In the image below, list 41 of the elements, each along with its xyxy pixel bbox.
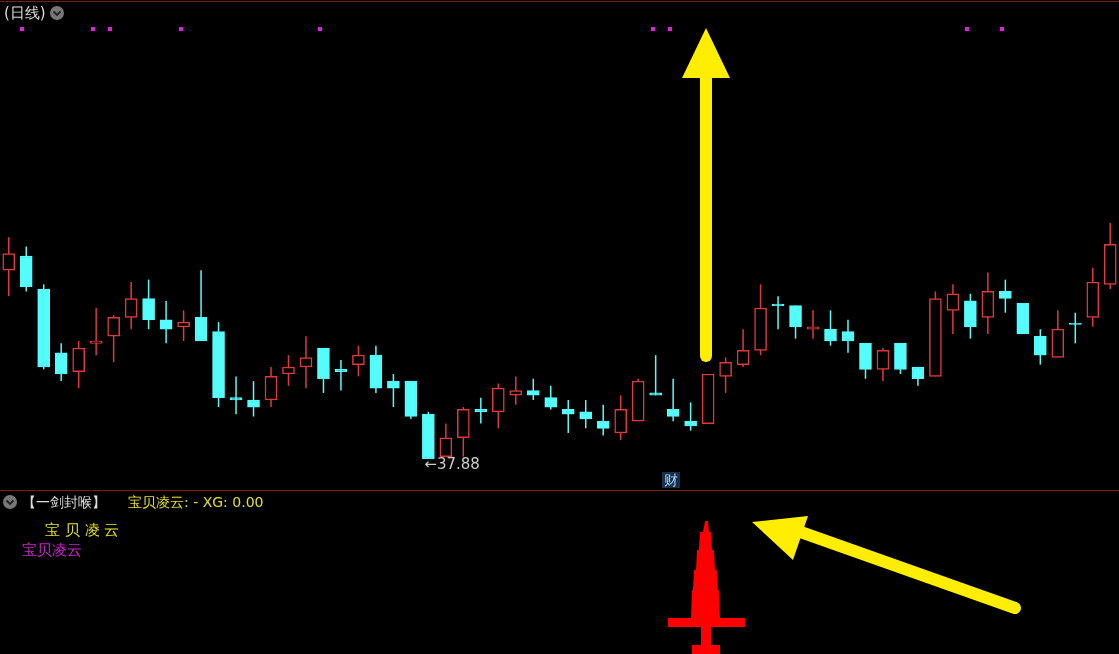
candlestick	[107, 314, 120, 363]
candlestick	[89, 307, 103, 356]
candlestick	[964, 293, 977, 340]
candlestick	[177, 309, 190, 342]
candlestick	[474, 396, 488, 425]
text: 宝 贝 凌 云	[45, 521, 120, 539]
candlestick	[981, 271, 995, 335]
candlestick	[841, 319, 855, 354]
chart-title: (日线)	[4, 4, 46, 22]
candlestick	[859, 342, 872, 380]
annotation: ←37.88	[424, 455, 480, 474]
candlestick	[1068, 311, 1082, 345]
candlestick	[894, 342, 907, 375]
candlestick	[684, 401, 697, 432]
text: 财	[662, 472, 680, 488]
candlestick	[946, 283, 960, 335]
candlestick	[229, 375, 243, 415]
candlestick	[544, 385, 558, 411]
candlestick	[334, 359, 348, 392]
candlestick	[387, 373, 400, 408]
candlestick	[824, 309, 837, 347]
candlestick	[142, 278, 155, 330]
candlestick	[194, 269, 208, 342]
text: 宝贝凌云: - XG: 0.00	[128, 494, 264, 510]
text: 【一剑封喉】	[22, 494, 106, 510]
candlestick	[736, 328, 750, 368]
candlestick	[247, 380, 260, 418]
candlestick	[596, 403, 610, 437]
candlestick	[579, 399, 593, 430]
text: 宝贝凌云	[22, 541, 82, 559]
candlestick	[352, 344, 365, 378]
candlestick	[614, 394, 628, 441]
candlestick	[72, 340, 86, 389]
candlestick	[789, 304, 802, 340]
candlestick	[54, 342, 68, 382]
candlestick	[719, 356, 732, 394]
candlestick	[264, 366, 278, 408]
candlestick	[299, 335, 313, 389]
candlestick	[159, 300, 173, 345]
candlestick	[282, 354, 295, 387]
candlestick	[491, 382, 505, 430]
